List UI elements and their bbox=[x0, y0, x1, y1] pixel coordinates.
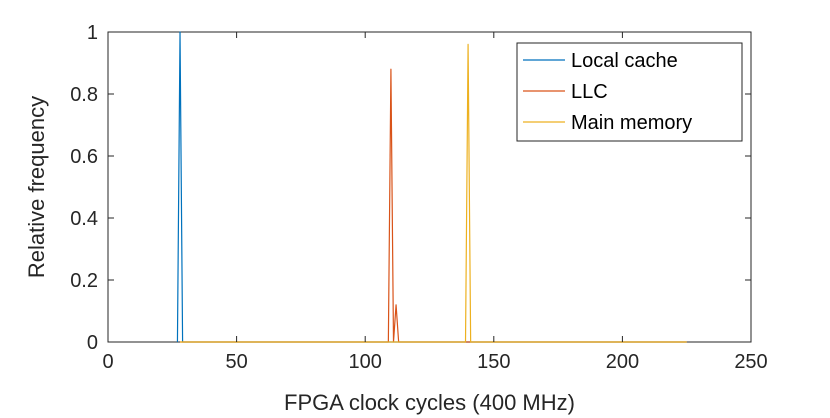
x-tick-label: 150 bbox=[477, 351, 510, 373]
y-tick-label: 0.4 bbox=[70, 208, 98, 230]
y-tick-label: 0.6 bbox=[70, 146, 98, 168]
x-tick-label: 200 bbox=[606, 351, 639, 373]
legend-label-0: Local cache bbox=[571, 50, 678, 72]
y-tick-label: 1 bbox=[87, 22, 98, 44]
x-tick-label: 250 bbox=[734, 351, 767, 373]
legend-items: Local cache LLC Main memory bbox=[523, 50, 692, 134]
ticks-layer: 0 50 100 150 200 250 0 0.2 0.4 0.6 0.8 1 bbox=[70, 22, 768, 373]
series-layer bbox=[176, 31, 687, 343]
x-tick-label: 100 bbox=[349, 351, 382, 373]
legend-label-2: Main memory bbox=[571, 112, 692, 134]
legend-label-1: LLC bbox=[571, 81, 608, 103]
legend-box bbox=[516, 42, 743, 142]
x-axis-label: FPGA clock cycles (400 MHz) bbox=[284, 390, 575, 415]
series-line-2 bbox=[180, 43, 687, 343]
y-tick-label: 0.8 bbox=[70, 84, 98, 106]
y-axis-label: Relative frequency bbox=[24, 96, 49, 278]
y-tick-label: 0 bbox=[87, 332, 98, 354]
x-tick-label: 50 bbox=[225, 351, 247, 373]
x-tick-label: 0 bbox=[102, 351, 113, 373]
legend: Local cache LLC Main memory bbox=[516, 42, 743, 142]
y-tick-label: 0.2 bbox=[70, 270, 98, 292]
